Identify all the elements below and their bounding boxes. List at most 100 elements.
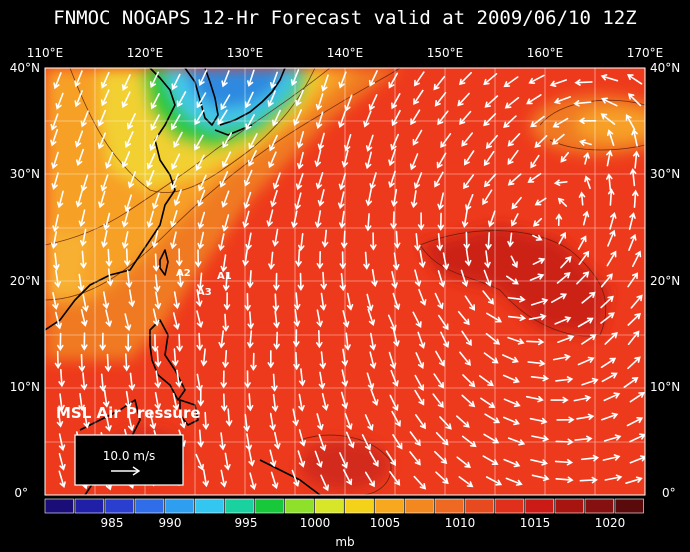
wind-arrow xyxy=(390,133,399,151)
wind-arrow xyxy=(295,172,304,191)
wind-arrow xyxy=(606,250,617,267)
colorbar-swatch xyxy=(314,498,344,514)
wind-arrow xyxy=(196,92,207,109)
wind-arrow xyxy=(392,292,401,311)
wind-arrow xyxy=(369,172,377,190)
wind-arrow xyxy=(554,459,574,466)
wind-arrow xyxy=(437,212,445,231)
wind-arrow xyxy=(530,298,549,306)
wind-arrow xyxy=(317,132,325,151)
wind-arrow xyxy=(124,194,132,212)
wind-arrow xyxy=(269,412,276,431)
wind-arrow xyxy=(320,271,327,291)
wind-arrow xyxy=(126,113,136,130)
lat-label: 10°N xyxy=(10,380,40,394)
wind-arrow xyxy=(607,188,615,206)
wind-arrow xyxy=(247,330,254,349)
wind-arrow xyxy=(391,93,401,110)
wind-arrow xyxy=(315,111,324,130)
wind-arrow xyxy=(607,229,616,247)
lon-label: 160°E xyxy=(527,46,564,60)
wind-arrow xyxy=(339,251,347,270)
wind-arrow xyxy=(56,190,64,209)
wind-arrow xyxy=(392,329,400,348)
wind-arrow xyxy=(630,294,643,309)
wind-arrow xyxy=(271,393,279,413)
wind-arrow xyxy=(170,231,177,250)
wind-arrow xyxy=(479,375,494,387)
wind-arrow xyxy=(370,388,379,407)
point-a3: A3 xyxy=(197,287,212,298)
wind-arrow xyxy=(387,314,397,332)
wind-arrow xyxy=(456,456,471,469)
wind-arrow xyxy=(314,450,323,468)
wind-arrow xyxy=(364,213,372,232)
wind-arrow xyxy=(339,452,348,469)
wind-arrow xyxy=(507,336,525,345)
wind-arrow xyxy=(459,351,471,366)
wind-arrow xyxy=(391,109,401,127)
wind-arrow xyxy=(103,212,111,231)
wind-arrow xyxy=(338,172,347,191)
wind-arrow xyxy=(627,272,639,288)
wind-arrow xyxy=(435,432,449,446)
wind-arrow xyxy=(346,292,354,311)
colorbar-swatch xyxy=(464,498,494,514)
wind-arrow xyxy=(583,152,590,165)
wind-arrow xyxy=(461,435,477,448)
wind-arrow xyxy=(600,113,616,125)
wind-arrow xyxy=(151,334,159,353)
wind-arrow xyxy=(413,89,424,106)
wind-arrow xyxy=(316,330,323,349)
wind-arrow xyxy=(51,151,59,170)
wind-arrow xyxy=(606,149,613,167)
wind-arrow xyxy=(507,232,514,248)
wind-arrow xyxy=(369,332,377,351)
wind-arrow xyxy=(295,89,304,107)
wind-arrow xyxy=(530,459,548,466)
wind-arrow xyxy=(297,450,306,468)
wind-arrow xyxy=(222,273,230,292)
wind-arrow xyxy=(391,410,401,427)
wind-arrow xyxy=(434,171,444,188)
wind-arrow xyxy=(298,429,306,447)
wind-arrow xyxy=(368,94,378,111)
wind-arrow xyxy=(50,129,59,147)
wind-arrow xyxy=(75,130,84,148)
wind-arrow xyxy=(390,369,399,388)
wind-arrow xyxy=(433,75,446,91)
wind-arrow xyxy=(503,458,521,468)
colorbar-swatch xyxy=(134,498,164,514)
wind-arrow xyxy=(172,312,180,330)
wind-arrow xyxy=(600,357,617,369)
wind-arrow xyxy=(392,434,403,450)
wind-arrow xyxy=(173,189,182,207)
lat-label: 30°N xyxy=(10,167,40,181)
wind-arrow xyxy=(435,471,449,485)
wind-arrow xyxy=(75,190,83,208)
wind-arrow xyxy=(388,170,396,189)
wind-arrow xyxy=(173,131,183,148)
wind-arrow xyxy=(217,109,228,126)
wind-arrow xyxy=(80,250,87,269)
colorbar xyxy=(44,498,644,514)
wind-arrow xyxy=(417,212,425,231)
wind-arrow xyxy=(220,469,227,488)
wind-arrow xyxy=(459,110,472,125)
wind-arrow xyxy=(365,188,373,207)
wind-arrow xyxy=(321,229,329,248)
wind-arrow xyxy=(439,416,452,430)
wind-arrow xyxy=(551,293,567,303)
wind-arrow xyxy=(573,395,592,402)
wind-arrow xyxy=(363,110,372,128)
wind-arrow xyxy=(82,294,89,313)
wind-arrow xyxy=(414,374,425,392)
wind-arrow xyxy=(197,231,205,250)
wind-arrow xyxy=(121,210,129,228)
wind-arrow xyxy=(170,114,181,131)
wind-arrow xyxy=(410,190,418,209)
wind-arrow xyxy=(146,210,154,229)
wind-arrow xyxy=(413,71,425,87)
